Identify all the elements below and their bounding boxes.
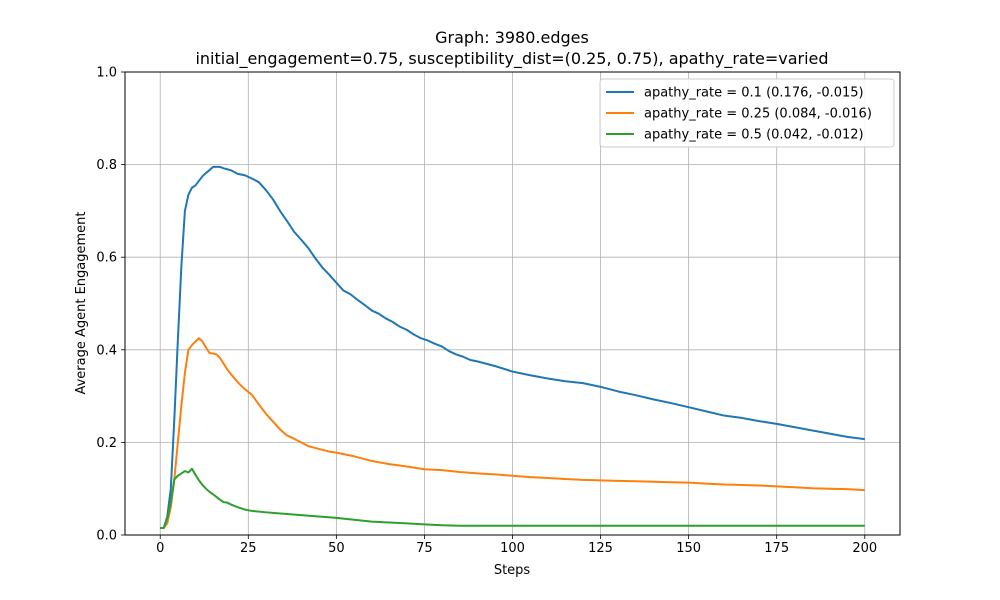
x-axis-label: Steps — [494, 563, 531, 578]
series-lines — [160, 165, 865, 530]
x-tick-label: 50 — [328, 541, 345, 556]
series-line-1 — [160, 165, 865, 530]
x-tick-label: 125 — [588, 541, 613, 556]
chart-title: Graph: 3980.edges — [435, 28, 589, 47]
y-tick-label: 1.0 — [96, 66, 117, 81]
y-tick-label: 0.0 — [96, 529, 117, 544]
x-tick-label: 75 — [416, 541, 433, 556]
series-line-2 — [160, 337, 865, 530]
y-tick-label: 0.6 — [96, 251, 117, 266]
axis-ticks: 0 25 50 75 100 125 150 175 200 0.0 0.2 0.4 0.6 0.8 1.0 — [96, 66, 877, 557]
x-tick-label: 200 — [852, 541, 877, 556]
legend: apathy_rate = 0.1 (0.176, -0.015) apathy_… — [599, 78, 895, 148]
legend-label-1: apathy_rate = 0.1 (0.176, -0.015) — [644, 86, 864, 101]
x-tick-label: 175 — [764, 541, 789, 556]
legend-box — [599, 78, 895, 148]
y-tick-label: 0.4 — [96, 343, 117, 358]
legend-label-2: apathy_rate = 0.25 (0.084, -0.016) — [644, 107, 872, 122]
x-tick-label: 100 — [500, 541, 525, 556]
y-tick-label: 0.8 — [96, 158, 117, 173]
x-tick-label: 150 — [676, 541, 701, 556]
x-tick-label: 25 — [240, 541, 257, 556]
y-tick-label: 0.2 — [96, 436, 117, 451]
series-line-3 — [160, 467, 865, 530]
x-tick-label: 0 — [156, 541, 164, 556]
y-axis-label: Average Agent Engagement — [74, 211, 89, 394]
chart-subtitle: initial_engagement=0.75, susceptibility_… — [195, 49, 828, 69]
legend-label-3: apathy_rate = 0.5 (0.042, -0.012) — [644, 128, 864, 143]
